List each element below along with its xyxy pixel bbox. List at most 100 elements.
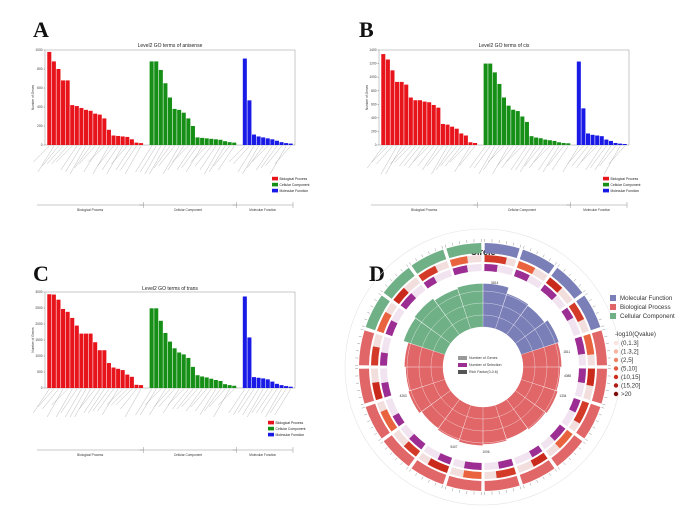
ruler-tick <box>505 489 507 493</box>
bar <box>186 357 191 388</box>
grid-circle <box>430 314 536 420</box>
x-tick-label <box>167 145 184 171</box>
bar <box>134 384 139 388</box>
ruler-tick <box>357 389 361 391</box>
x-tick-label <box>435 145 453 171</box>
panel-letter-c: C <box>33 261 49 286</box>
x-tick-label <box>106 388 123 406</box>
qvalue-legend-label: (15,20] <box>621 383 641 390</box>
bar <box>74 106 79 145</box>
ruler-tick <box>434 482 437 486</box>
bar <box>190 366 195 388</box>
x-tick-label <box>144 388 161 406</box>
bar <box>209 378 214 388</box>
qvalue-legend-label: >20 <box>621 391 632 398</box>
x-tick-label <box>115 388 133 406</box>
x-tick-label <box>144 145 161 175</box>
bar <box>61 80 66 145</box>
bar <box>622 143 627 145</box>
bar <box>247 337 252 388</box>
x-tick-label <box>33 388 50 414</box>
y-tick-label: 800 <box>371 89 377 93</box>
bar <box>47 294 52 388</box>
x-tick-label <box>547 145 564 167</box>
panel-letter-b: B <box>359 17 374 42</box>
ruler-tick <box>394 273 398 277</box>
bar <box>65 311 70 388</box>
x-tick-label <box>371 145 389 163</box>
ruler-tick <box>582 441 586 444</box>
x-tick-label <box>124 145 142 175</box>
bar <box>102 118 107 145</box>
ruler-tick <box>605 389 609 391</box>
ruler-tick <box>357 343 361 345</box>
bar <box>488 63 493 146</box>
bar <box>47 51 52 145</box>
x-tick-label <box>69 388 87 418</box>
go-term-sector <box>484 243 520 259</box>
bar <box>213 139 218 145</box>
x-tick-label <box>469 145 486 169</box>
center-hole <box>443 327 523 407</box>
bar <box>106 363 111 388</box>
gene-bar <box>376 311 392 334</box>
y-tick-label: 400 <box>37 105 43 109</box>
group-label: Cellular Component <box>174 208 202 212</box>
x-tick-label <box>153 145 171 169</box>
bar <box>552 140 557 145</box>
group-legend-swatch <box>610 295 616 301</box>
bar <box>547 140 552 145</box>
bar <box>125 136 130 145</box>
bar <box>149 308 154 388</box>
bar <box>279 142 284 145</box>
bar <box>88 333 93 388</box>
bar <box>181 112 186 145</box>
go-term-sector <box>411 460 447 485</box>
bar <box>483 63 488 146</box>
group-label: Biological Process <box>411 208 437 212</box>
bar <box>154 61 159 145</box>
go-term-sector <box>591 330 607 366</box>
ruler-tick <box>523 485 525 489</box>
x-tick-label <box>228 145 245 163</box>
x-tick-label <box>237 145 255 173</box>
bar <box>417 100 423 145</box>
x-tick-label <box>33 145 50 163</box>
ruler-tick <box>364 318 368 321</box>
ruler-tick <box>370 426 374 429</box>
bar <box>288 143 293 145</box>
bar <box>56 299 61 388</box>
center-legend-label: Number of Selection <box>469 363 502 367</box>
bar <box>163 83 168 145</box>
x-tick-label <box>74 145 91 169</box>
x-tick-label <box>497 145 514 167</box>
bar <box>70 105 75 145</box>
center-legend-swatch <box>458 363 467 367</box>
x-tick-label <box>242 388 259 416</box>
selection-bar <box>569 397 581 413</box>
ruler-tick <box>554 262 557 265</box>
group-legend-label: Cellular Component <box>620 313 675 320</box>
bar <box>561 142 566 145</box>
x-tick-label <box>399 145 416 167</box>
bar <box>256 136 261 145</box>
bar <box>581 108 586 145</box>
ruler-tick <box>536 479 538 483</box>
x-tick-label <box>515 145 532 171</box>
bar <box>83 109 89 145</box>
bar <box>265 379 270 388</box>
x-tick-label <box>567 145 584 165</box>
x-tick-label <box>97 388 114 412</box>
ruler-tick <box>360 403 364 406</box>
x-tick-label <box>274 145 291 165</box>
bar <box>492 72 497 145</box>
bar <box>120 136 125 145</box>
x-tick-label <box>529 145 546 169</box>
rich-factor-bar <box>403 318 451 355</box>
x-tick-label <box>88 388 105 414</box>
x-tick-label <box>552 145 569 171</box>
bar <box>279 385 284 388</box>
ruler-tick <box>548 258 551 261</box>
bar <box>534 137 539 145</box>
legend-swatch <box>603 182 609 187</box>
